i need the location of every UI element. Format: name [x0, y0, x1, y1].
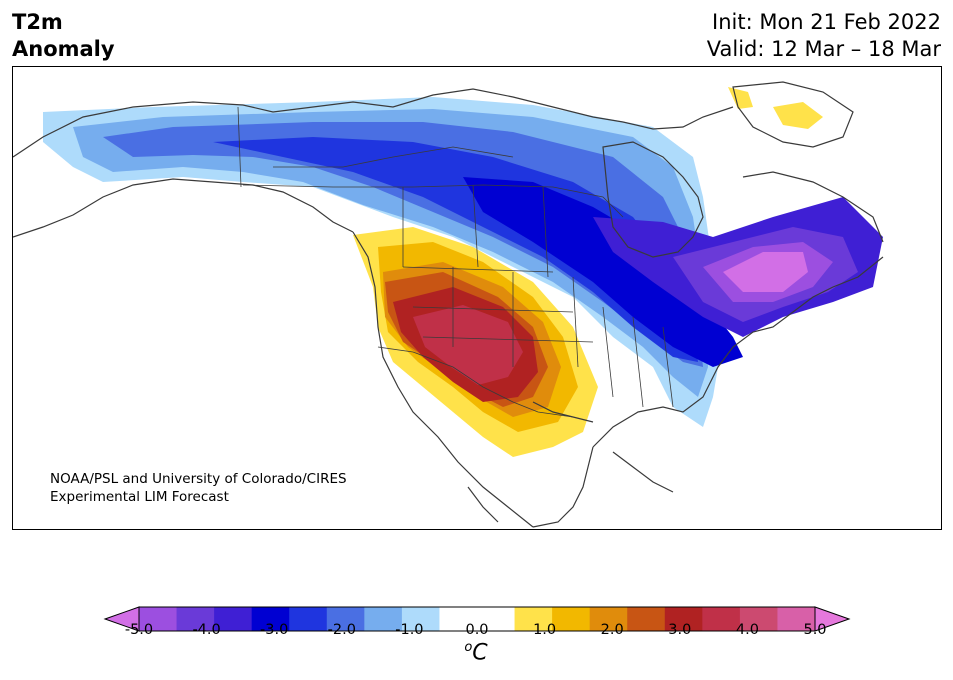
coastlines	[13, 81, 884, 528]
colorbar-tick-label: -3.0	[260, 622, 289, 638]
cold-fill-magenta	[723, 252, 808, 292]
colorbar-tick-label: 2.0	[600, 622, 624, 638]
valid-range: Valid: 12 Mar – 18 Mar	[706, 37, 941, 61]
colorbar-unit: oC	[464, 640, 487, 665]
colorbar-segment	[777, 607, 816, 631]
title-line-2: Anomaly	[12, 37, 115, 61]
colorbar-outline	[138, 606, 816, 632]
colorbar-segment	[251, 607, 290, 631]
warm-fill-crimson	[413, 305, 523, 385]
map-canvas: NOAA/PSL and University of Colorado/CIRE…	[13, 81, 884, 528]
map-title: T2m Anomaly	[12, 9, 115, 63]
colorbar-tick-label: -4.0	[192, 622, 221, 638]
warm-anomaly-fills	[353, 227, 598, 457]
colorbar-segment	[401, 607, 440, 631]
warm-patch-baffin	[728, 87, 753, 109]
colorbar-segment	[664, 607, 703, 631]
colorbar-tick-labels: -5.0 -4.0 -3.0 -2.0 -1.0 0.0 1.0 2.0 3.0 4.0 5.0	[0, 622, 953, 642]
colorbar-segment	[176, 607, 215, 631]
colorbar-tick-label: 5.0	[803, 622, 827, 638]
colorbar-tick-label: 3.0	[668, 622, 692, 638]
colorbar-segment	[739, 607, 778, 631]
colorbar-segments	[103, 606, 851, 632]
borders	[237, 106, 674, 418]
colorbar-tick-label: -5.0	[124, 622, 154, 638]
colorbar	[103, 606, 851, 632]
anomaly-map: NOAA/PSL and University of Colorado/CIRE…	[12, 66, 942, 530]
cold-fill-deep-blue	[463, 177, 743, 367]
colorbar-segment	[139, 607, 178, 631]
unit-celsius: C	[472, 640, 488, 666]
colorbar-tick-label: 4.0	[735, 622, 759, 638]
colorbar-segment	[289, 607, 328, 631]
colorbar-segment	[364, 607, 403, 631]
colorbar-segment	[326, 607, 365, 631]
colorbar-tick-label: -2.0	[327, 622, 356, 638]
title-line-1: T2m	[12, 10, 63, 34]
cold-anomaly-fills	[43, 97, 883, 427]
colorbar-segment	[552, 607, 591, 631]
cold-fill-royal-blue	[213, 137, 698, 362]
colorbar-tick-label: 0.0	[465, 622, 489, 638]
colorbar-segment	[214, 607, 253, 631]
colorbar-tick-label: 1.0	[533, 622, 557, 638]
colorbar-segment	[627, 607, 666, 631]
warm-patch-baffin-2	[773, 102, 823, 129]
forecast-dates: Init: Mon 21 Feb 2022 Valid: 12 Mar – 18…	[707, 9, 941, 63]
colorbar-segment	[514, 607, 553, 631]
colorbar-segment	[439, 607, 478, 631]
colorbar-segment	[477, 607, 516, 631]
credit-line-1: NOAA/PSL and University of Colorado/CIRE…	[50, 471, 347, 487]
colorbar-segment	[589, 607, 628, 631]
unit-degree: o	[464, 640, 473, 655]
colorbar-tick-label: -1.0	[395, 622, 424, 638]
credit-line-2: Experimental LIM Forecast	[50, 489, 229, 505]
colorbar-segment	[702, 607, 741, 631]
init-date: Init: Mon 21 Feb 2022	[712, 10, 941, 34]
